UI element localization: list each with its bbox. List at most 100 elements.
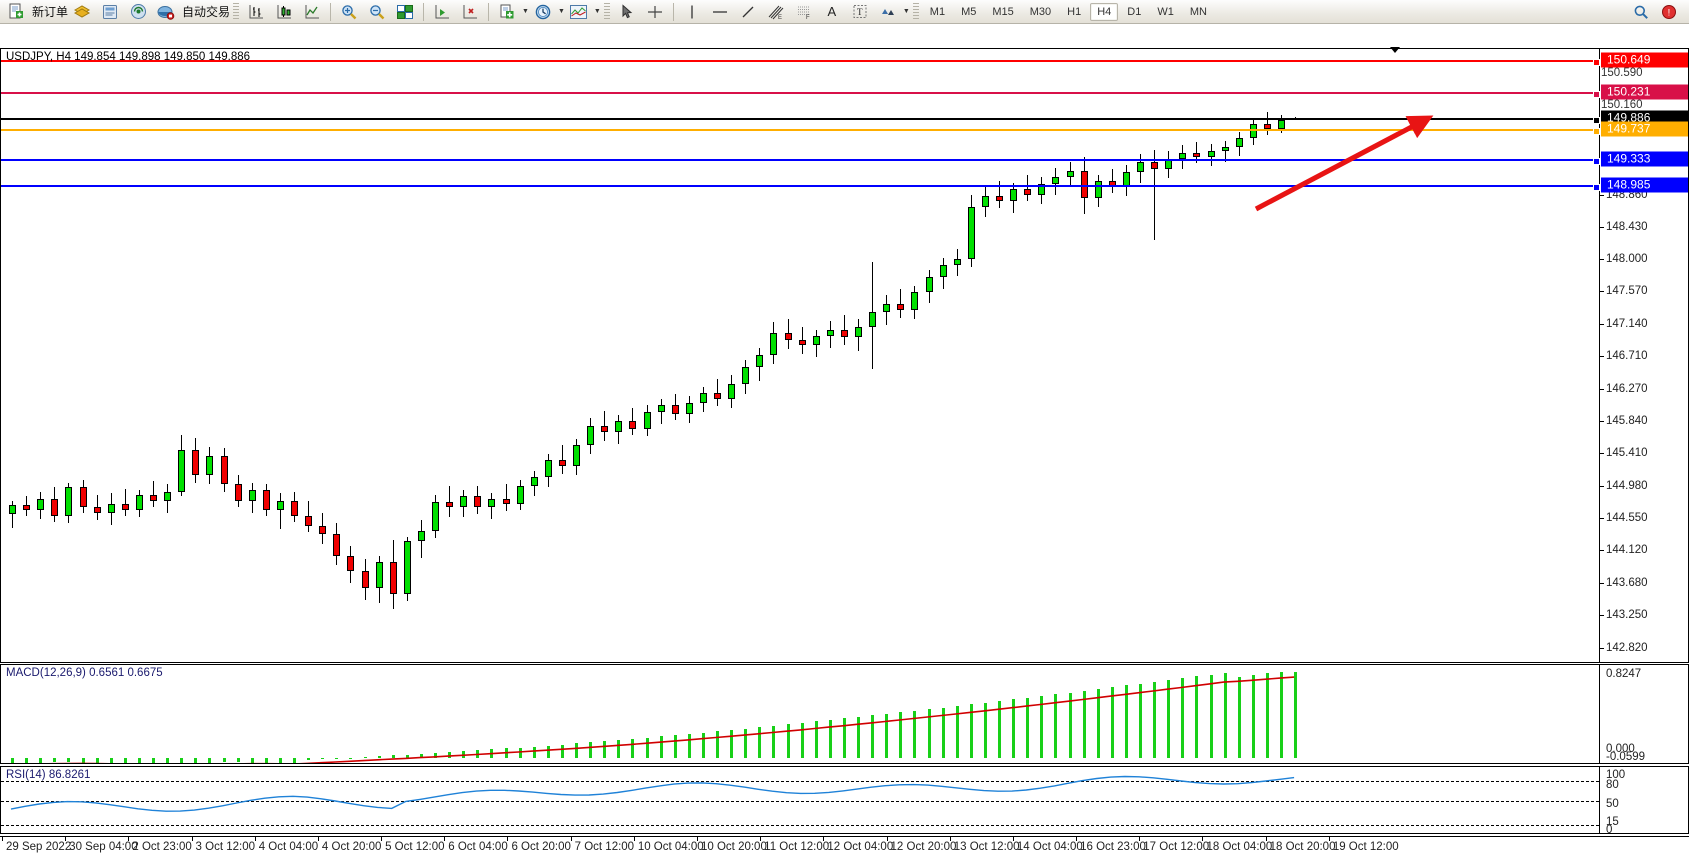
candle[interactable]	[1193, 49, 1201, 662]
trendline-button[interactable]	[734, 0, 762, 24]
signals-button[interactable]	[124, 0, 152, 24]
indicators-dropdown-arrow[interactable]: ▼	[522, 8, 529, 15]
cursor-button[interactable]	[613, 0, 641, 24]
timeframe-m30[interactable]: M30	[1029, 5, 1052, 18]
candle[interactable]	[643, 49, 651, 662]
resistance-150231-tag[interactable]: 150.231	[1601, 84, 1688, 100]
candle[interactable]	[262, 49, 270, 662]
candle[interactable]	[1108, 49, 1116, 662]
search-button[interactable]	[1627, 0, 1655, 24]
time-axis[interactable]: 29 Sep 2022 30 Sep 04:00 2 Oct 23:00 3 Oct …	[0, 836, 1689, 858]
candle[interactable]	[1235, 49, 1243, 662]
candle[interactable]	[333, 49, 341, 662]
candle[interactable]	[573, 49, 580, 662]
candle[interactable]	[460, 49, 468, 662]
indicators-button[interactable]	[493, 0, 521, 24]
level-handle[interactable]	[1593, 158, 1600, 166]
candle[interactable]	[1122, 49, 1130, 662]
candle[interactable]	[432, 49, 439, 662]
candle[interactable]	[530, 49, 538, 662]
candle[interactable]	[220, 49, 228, 662]
timeframe-w1[interactable]: W1	[1157, 5, 1174, 18]
candle[interactable]	[319, 49, 327, 662]
candle[interactable]	[544, 49, 552, 662]
toolbar-grip-2[interactable]	[603, 2, 610, 21]
candlestick-chart-button[interactable]	[270, 0, 298, 24]
candle[interactable]	[657, 49, 665, 662]
candle[interactable]	[812, 49, 820, 662]
bar-chart-button[interactable]	[242, 0, 270, 24]
candle[interactable]	[629, 49, 637, 662]
timeframe-d1[interactable]: D1	[1127, 5, 1142, 18]
candle[interactable]	[1094, 49, 1102, 662]
level-handle[interactable]	[1593, 116, 1600, 124]
level-handle[interactable]	[1593, 127, 1600, 135]
candle[interactable]	[883, 49, 891, 662]
candle[interactable]	[1151, 49, 1159, 662]
candle[interactable]	[925, 49, 933, 662]
shapes-button[interactable]	[874, 0, 902, 24]
wallet-button[interactable]	[68, 0, 96, 24]
candle[interactable]	[403, 49, 411, 662]
timeframe-m1[interactable]: M1	[929, 5, 946, 18]
candle[interactable]	[361, 49, 369, 662]
candle[interactable]	[206, 49, 214, 662]
candle[interactable]	[1263, 49, 1271, 662]
support-148985-line[interactable]	[1, 184, 1600, 192]
candle[interactable]	[1080, 49, 1088, 662]
candle[interactable]	[615, 49, 623, 662]
candle[interactable]	[234, 49, 242, 662]
crosshair-button[interactable]	[641, 0, 669, 24]
level-handle[interactable]	[1593, 184, 1600, 192]
candle[interactable]	[375, 49, 383, 662]
resistance-150649-line[interactable]	[1, 59, 1600, 67]
candle[interactable]	[699, 49, 707, 662]
pivot-149737-tag[interactable]: 149.737	[1601, 121, 1688, 137]
candle[interactable]	[79, 49, 87, 662]
candle[interactable]	[996, 49, 1003, 662]
timeframe-m15[interactable]: M15	[992, 5, 1014, 18]
candle[interactable]	[37, 49, 45, 662]
timeframe-h4[interactable]: H4	[1090, 2, 1119, 21]
macd-plot[interactable]	[1, 665, 1599, 763]
candle[interactable]	[1066, 49, 1074, 662]
candle[interactable]	[516, 49, 524, 662]
candle[interactable]	[474, 49, 482, 662]
candle[interactable]	[981, 49, 989, 662]
periods-dropdown-arrow[interactable]: ▼	[557, 8, 565, 15]
timeframe-h1[interactable]: H1	[1067, 5, 1082, 18]
candle[interactable]	[1207, 49, 1215, 662]
candle[interactable]	[1038, 49, 1046, 662]
candle[interactable]	[601, 49, 609, 662]
candle[interactable]	[756, 49, 764, 662]
candle[interactable]	[446, 49, 454, 662]
fibonacci-button[interactable]: F	[790, 0, 818, 24]
candle[interactable]	[1292, 49, 1300, 662]
zoom-in-button[interactable]	[335, 0, 363, 24]
candle[interactable]	[107, 49, 115, 662]
candle[interactable]	[93, 49, 101, 662]
level-handle[interactable]	[1593, 90, 1600, 98]
candle[interactable]	[558, 49, 566, 662]
line-chart-button[interactable]	[298, 0, 326, 24]
candle[interactable]	[1249, 49, 1257, 662]
support-148985-tag[interactable]: 148.985	[1601, 177, 1688, 193]
templates-dropdown-arrow[interactable]: ▼	[593, 8, 601, 15]
candle[interactable]	[192, 49, 200, 662]
candle[interactable]	[1052, 49, 1060, 662]
candle[interactable]	[276, 49, 284, 662]
new-order-button[interactable]	[2, 0, 30, 24]
price-pane[interactable]: USDJPY, H4 149.854 149.898 149.850 149.8…	[0, 48, 1689, 663]
rsi-plot[interactable]	[1, 767, 1599, 833]
price-axis[interactable]: 148.860 148.430 148.000 147.570 147.140 146.7…	[1599, 49, 1688, 662]
text-button[interactable]: A	[818, 0, 846, 24]
candle[interactable]	[770, 49, 778, 662]
toolbar-grip-3[interactable]	[912, 2, 919, 21]
candle[interactable]	[9, 49, 16, 662]
rsi-pane[interactable]: RSI(14) 86.8261 100 80 50 15 0	[0, 766, 1689, 836]
current-price-149886-line[interactable]	[1, 116, 1600, 124]
candle[interactable]	[826, 49, 834, 662]
candle[interactable]	[869, 49, 877, 662]
shapes-dropdown-arrow[interactable]: ▼	[902, 8, 910, 15]
chart-dropdown-marker[interactable]	[1390, 47, 1400, 53]
